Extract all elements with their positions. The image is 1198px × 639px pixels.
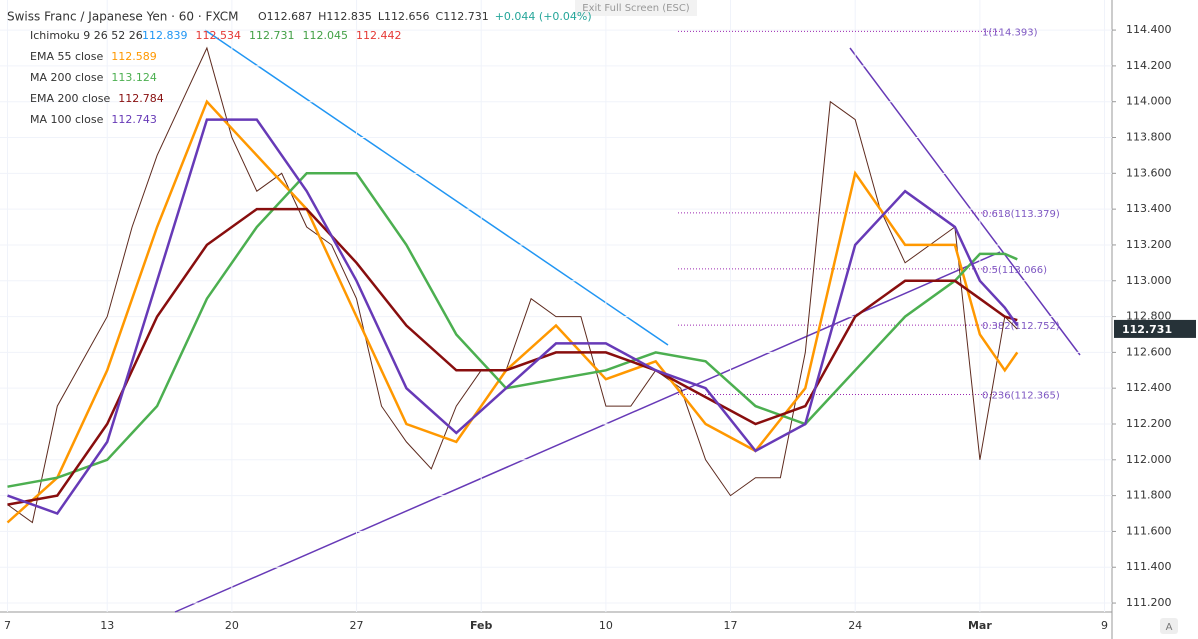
ohlc-value: O112.687 — [258, 10, 312, 23]
y-tick-label: 112.800 — [1126, 310, 1172, 323]
legend-name: MA 200 close — [30, 71, 104, 84]
ohlc-value: C112.731 — [436, 10, 489, 23]
ma-line — [7, 172, 1018, 488]
auto-scale-button[interactable]: A — [1166, 622, 1173, 633]
x-tick-label: Feb — [470, 619, 493, 632]
y-tick-label: 114.400 — [1126, 23, 1172, 36]
y-tick-label: 111.800 — [1126, 489, 1172, 502]
y-tick-label: 111.600 — [1126, 524, 1172, 537]
x-tick-label: 7 — [4, 619, 11, 632]
x-tick-label: 24 — [848, 619, 862, 632]
exit-button[interactable]: Exit Full Screen (ESC) — [582, 3, 690, 14]
y-tick-label: 114.200 — [1126, 59, 1172, 72]
fib-label: 1(114.393) — [982, 27, 1038, 38]
y-tick-label: 111.200 — [1126, 596, 1172, 609]
x-tick-label: 13 — [100, 619, 114, 632]
y-tick-label: 111.400 — [1126, 560, 1172, 573]
ohlc-value: L112.656 — [378, 10, 430, 23]
fib-label: 0.5(113.066) — [982, 265, 1047, 276]
legend-value: 113.124 — [111, 71, 157, 84]
legend-value: 112.589 — [111, 50, 157, 63]
x-tick-label: 9 — [1101, 619, 1108, 632]
ohlc-value: H112.835 — [318, 10, 372, 23]
y-tick-label: 113.600 — [1126, 166, 1172, 179]
y-tick-label: 112.400 — [1126, 381, 1172, 394]
fib-label: 0.236(112.365) — [982, 390, 1060, 401]
fib-label: 0.618(113.379) — [982, 209, 1060, 220]
y-tick-label: 112.600 — [1126, 345, 1172, 358]
plot-area — [0, 0, 1112, 612]
y-tick-label: 112.200 — [1126, 417, 1172, 430]
indicator-name: Ichimoku 9 26 52 26 — [30, 29, 143, 42]
legend-name: MA 100 close — [30, 113, 104, 126]
legend-name: EMA 200 close — [30, 92, 111, 105]
y-tick-label: 113.200 — [1126, 238, 1172, 251]
auto-scale-bg[interactable] — [1160, 618, 1178, 634]
ohlc-value: +0.044 (+0.04%) — [495, 10, 592, 23]
price-badge-label: 112.731 — [1122, 323, 1172, 336]
symbol-title: Swiss Franc / Japanese Yen · 60 · FXCM — [7, 10, 238, 24]
ma-line — [7, 118, 1019, 516]
price-line — [7, 46, 1018, 524]
x-tick-label: Mar — [968, 619, 992, 632]
x-tick-label: 10 — [599, 619, 613, 632]
indicator-value: 112.534 — [196, 29, 242, 42]
x-tick-label: 17 — [724, 619, 738, 632]
x-tick-label: 20 — [225, 619, 239, 632]
exit-button-bg[interactable] — [575, 0, 697, 16]
indicator-value: 112.442 — [356, 29, 402, 42]
y-tick-label: 113.400 — [1126, 202, 1172, 215]
y-tick-label: 114.000 — [1126, 95, 1172, 108]
indicator-value: 112.731 — [249, 29, 295, 42]
ma-line — [6, 99, 1019, 524]
legend-name: EMA 55 close — [30, 50, 104, 63]
legend-value: 112.784 — [118, 92, 164, 105]
indicator-value: 112.045 — [303, 29, 349, 42]
legend-value: 112.743 — [111, 113, 157, 126]
y-tick-label: 113.800 — [1126, 131, 1172, 144]
price-badge — [1114, 319, 1196, 338]
y-tick-label: 113.000 — [1126, 274, 1172, 287]
y-tick-label: 112.000 — [1126, 453, 1172, 466]
ma-line — [7, 207, 1018, 506]
indicator-value: 112.839 — [142, 29, 188, 42]
fib-label: 0.382(112.752) — [982, 321, 1060, 332]
x-tick-label: 27 — [350, 619, 364, 632]
trend-line — [204, 29, 669, 346]
trend-line — [849, 47, 1081, 356]
